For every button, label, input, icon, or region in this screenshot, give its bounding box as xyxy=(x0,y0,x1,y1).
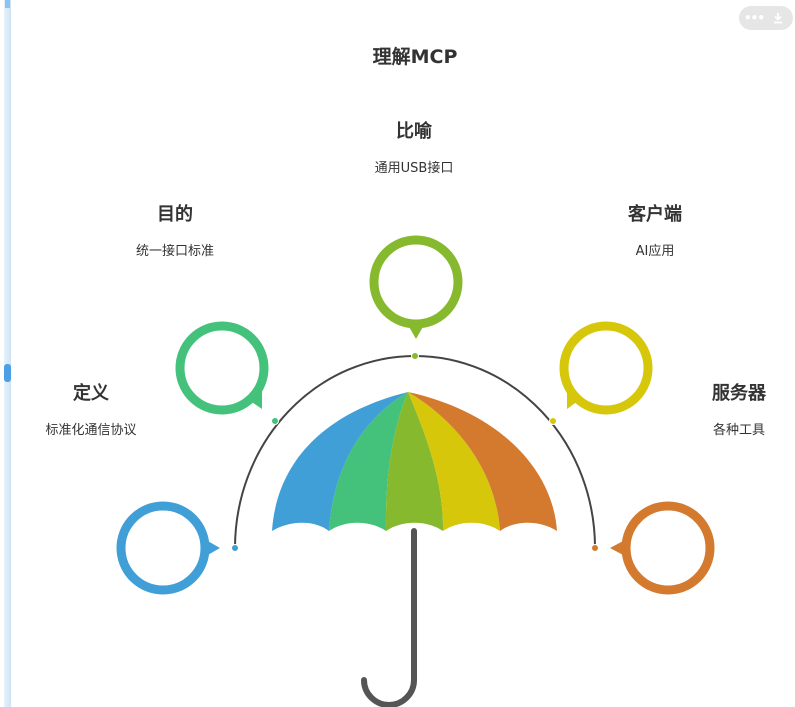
diagram-title: 理解MCP xyxy=(372,46,458,68)
label-client: 客户端 AI应用 xyxy=(555,200,755,259)
label-heading: 定义 xyxy=(73,383,109,404)
canopy-panel-2 xyxy=(329,392,408,531)
more-icon[interactable]: ••• xyxy=(743,11,765,25)
bubble-3 xyxy=(369,235,463,339)
umbrella-canopy xyxy=(272,392,557,531)
download-icon[interactable] xyxy=(765,6,791,30)
label-definition: 定义 标准化通信协议 xyxy=(0,379,191,438)
bubble-5 xyxy=(610,501,715,595)
label-sub: 统一接口标准 xyxy=(135,244,214,259)
canopy-panel-5 xyxy=(408,392,557,531)
label-heading: 客户端 xyxy=(628,204,682,225)
arc-dot-5 xyxy=(591,544,599,552)
scrollbar-thumb[interactable] xyxy=(4,364,11,382)
label-server: 服务器 各种工具 xyxy=(639,379,795,438)
label-sub: 各种工具 xyxy=(712,423,765,438)
label-metaphor: 比喻 通用USB接口 xyxy=(314,117,514,176)
label-sub: 通用USB接口 xyxy=(374,161,454,176)
diagram-toolbar: ••• xyxy=(739,6,793,30)
umbrella-handle xyxy=(361,528,417,707)
bubble-1 xyxy=(116,501,220,595)
label-sub: 标准化通信协议 xyxy=(45,423,137,438)
bubble-2 xyxy=(175,321,269,415)
arc-dot-4 xyxy=(549,417,557,425)
arc-dot-1 xyxy=(231,544,239,552)
label-heading: 服务器 xyxy=(712,383,766,404)
canopy-panel-4 xyxy=(408,392,500,531)
arc-dot-3 xyxy=(411,352,419,360)
canopy-panel-3 xyxy=(385,392,444,531)
vertical-scrollbar[interactable] xyxy=(4,0,11,707)
label-sub: AI应用 xyxy=(635,244,675,259)
scrollbar-top-cap xyxy=(5,0,10,8)
label-heading: 比喻 xyxy=(396,121,432,142)
canopy-panel-1 xyxy=(272,392,408,531)
label-purpose: 目的 统一接口标准 xyxy=(75,200,275,259)
arc-dot-2 xyxy=(271,417,279,425)
bubble-4 xyxy=(559,321,653,415)
label-heading: 目的 xyxy=(157,204,193,225)
